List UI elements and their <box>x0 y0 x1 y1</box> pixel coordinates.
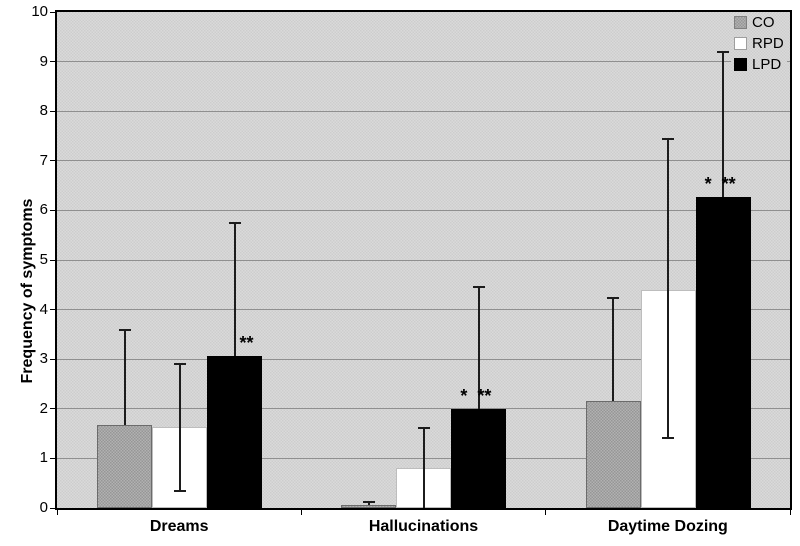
y-tick-4 <box>50 309 55 311</box>
legend-swatch-lpd <box>734 58 747 71</box>
error-cap-bottom-rpd-2 <box>662 436 675 439</box>
y-tick-10 <box>50 11 55 13</box>
gridline-8 <box>57 110 790 112</box>
y-tick-label-2: 2 <box>39 399 48 417</box>
category-label-hallucinations: Hallucinations <box>368 518 479 535</box>
plot-area: ** * ** * ** <box>55 10 792 510</box>
legend-item-co: CO <box>734 14 784 31</box>
significance-marker-0: ** <box>239 332 254 353</box>
error-bar-co-2 <box>612 297 615 402</box>
gridline-5 <box>57 259 790 261</box>
gridline-6 <box>57 209 790 211</box>
y-tick-9 <box>50 61 55 63</box>
legend-item-rpd: RPD <box>734 35 784 52</box>
error-bar-co-0 <box>123 329 126 425</box>
legend-label-lpd: LPD <box>752 56 782 73</box>
y-tick-7 <box>50 160 55 162</box>
error-bar-rpd-0 <box>178 363 181 492</box>
error-cap-top-co-2 <box>607 297 620 300</box>
category-label-dreams: Dreams <box>149 518 209 535</box>
legend: CO RPD LPD <box>731 13 787 78</box>
y-tick-label-3: 3 <box>39 350 48 368</box>
significance-marker-2: * ** <box>704 173 736 194</box>
legend-label-co: CO <box>752 14 775 31</box>
x-tick-1 <box>300 510 302 515</box>
error-bar-lpd-0 <box>233 221 236 356</box>
category-label-daytime-dozing: Daytime Dozing <box>607 518 728 535</box>
bar-lpd-daytime-dozing <box>695 196 751 508</box>
bar-co-daytime-dozing <box>585 401 641 508</box>
error-cap-top-lpd-0 <box>228 221 241 224</box>
legend-item-lpd: LPD <box>734 56 784 73</box>
bar-co-hallucinations <box>341 505 397 508</box>
error-bar-lpd-2 <box>722 50 725 197</box>
y-tick-label-9: 9 <box>39 52 48 70</box>
y-tick-3 <box>50 358 55 360</box>
x-tick-0 <box>56 510 58 515</box>
y-tick-label-8: 8 <box>39 102 48 120</box>
legend-label-rpd: RPD <box>752 35 784 52</box>
legend-swatch-co <box>734 16 747 29</box>
gridline-2 <box>57 408 790 410</box>
significance-marker-1: * ** <box>460 386 492 407</box>
legend-swatch-rpd <box>734 37 747 50</box>
x-tick-2 <box>545 510 547 515</box>
error-cap-top-rpd-1 <box>417 426 430 429</box>
y-tick-label-6: 6 <box>39 201 48 219</box>
error-cap-top-rpd-2 <box>662 138 675 141</box>
y-tick-5 <box>50 259 55 261</box>
y-tick-8 <box>50 110 55 112</box>
y-tick-label-1: 1 <box>39 449 48 467</box>
y-tick-label-4: 4 <box>39 300 48 318</box>
error-cap-top-rpd-0 <box>173 363 186 366</box>
error-bar-lpd-1 <box>477 285 480 410</box>
error-cap-top-lpd-1 <box>472 285 485 288</box>
y-tick-label-5: 5 <box>39 251 48 268</box>
error-cap-bottom-rpd-0 <box>173 489 186 492</box>
y-tick-label-7: 7 <box>39 151 48 169</box>
y-tick-2 <box>50 408 55 410</box>
error-bar-rpd-2 <box>667 138 670 439</box>
bar-lpd-hallucinations <box>451 409 507 508</box>
error-cap-top-lpd-2 <box>717 50 730 53</box>
y-tick-6 <box>50 209 55 211</box>
gridline-9 <box>57 61 790 63</box>
error-cap-top-co-0 <box>118 329 131 332</box>
gridline-7 <box>57 160 790 162</box>
gridline-3 <box>57 358 790 360</box>
bar-lpd-dreams <box>207 355 262 508</box>
y-tick-1 <box>50 457 55 459</box>
y-tick-label-10: 10 <box>31 3 48 20</box>
y-tick-0 <box>50 507 55 509</box>
x-tick-3 <box>789 510 791 515</box>
bar-co-dreams <box>97 424 152 508</box>
error-cap-top-co-1 <box>362 501 375 504</box>
y-tick-label-0: 0 <box>39 499 48 516</box>
error-bar-rpd-1 <box>422 426 425 508</box>
gridline-4 <box>57 309 790 311</box>
